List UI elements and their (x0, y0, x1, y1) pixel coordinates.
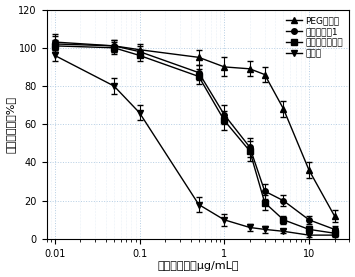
Y-axis label: 细胞存活率（%）: 细胞存活率（%） (6, 96, 16, 153)
Legend: PEG脂质体, 单靶脂质体1, 双靶载药脂质体, 阿霊素: PEG脂质体, 单靶脂质体1, 双靶载药脂质体, 阿霊素 (284, 14, 345, 60)
X-axis label: 阿霊素浓度（μg/mL）: 阿霊素浓度（μg/mL） (157, 261, 239, 271)
